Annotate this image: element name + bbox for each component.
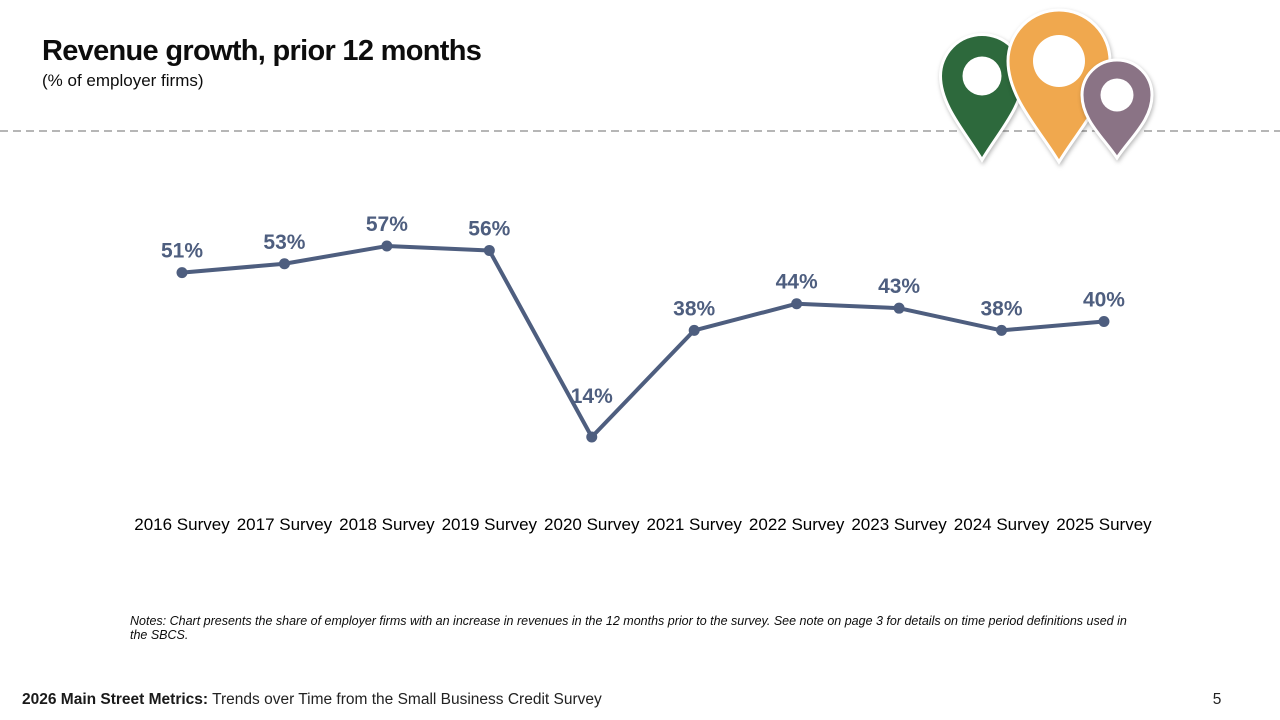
x-axis-label: 2022 Survey [749,515,845,534]
data-point-label: 43% [878,275,920,298]
page-subtitle: (% of employer firms) [42,71,204,91]
x-axis-label: 2024 Survey [954,515,1050,534]
green-map-pin-hole [962,56,1002,96]
page-number: 5 [1212,691,1222,708]
purple-map-pin-hole [1100,78,1134,112]
slide-header: Revenue growth, prior 12 months (% of em… [42,35,482,91]
data-point-label: 51% [161,240,203,263]
x-axis-label: 2019 Survey [442,515,538,534]
orange-map-pin-hole [1033,35,1085,87]
data-point-label: 38% [981,297,1023,320]
data-point-marker [893,302,905,314]
data-point-marker [586,431,598,443]
x-axis-label: 2020 Survey [544,515,640,534]
x-axis-label: 2021 Survey [646,515,742,534]
data-point-label: 53% [263,231,305,254]
data-point-marker [483,244,495,256]
data-point-marker [176,267,188,279]
data-point-label: 38% [673,297,715,320]
orange-map-pin [1006,8,1112,165]
notes-text: Notes: Chart presents the share of emplo… [130,614,1127,642]
x-axis-label: 2017 Survey [237,515,333,534]
data-point-label: 14% [571,385,613,408]
footer: 2026 Main Street Metrics: Trends over Ti… [22,691,602,709]
data-point-marker [996,324,1008,336]
data-point-label: 44% [776,271,818,294]
x-axis-label: 2023 Survey [851,515,947,534]
x-axis-label: 2016 Survey [134,515,230,534]
data-point-label: 40% [1083,289,1125,312]
data-point-marker [381,240,393,252]
page-title: Revenue growth, prior 12 months [42,35,482,67]
data-point-marker [278,258,290,270]
data-point-marker [1098,316,1110,328]
x-axis-label: 2025 Survey [1056,515,1152,534]
data-point-marker [791,298,803,310]
data-point-marker [688,324,700,336]
footer-report-subtitle: Trends over Time from the Small Business… [212,691,602,708]
x-axis-label: 2018 Survey [339,515,435,534]
footer-report-title: 2026 Main Street Metrics: [22,691,209,708]
purple-map-pin [1080,58,1154,161]
data-point-label: 56% [468,217,510,240]
three-map-pins-logo [938,8,1154,165]
data-point-label: 57% [366,213,408,236]
series-line [180,243,1106,439]
